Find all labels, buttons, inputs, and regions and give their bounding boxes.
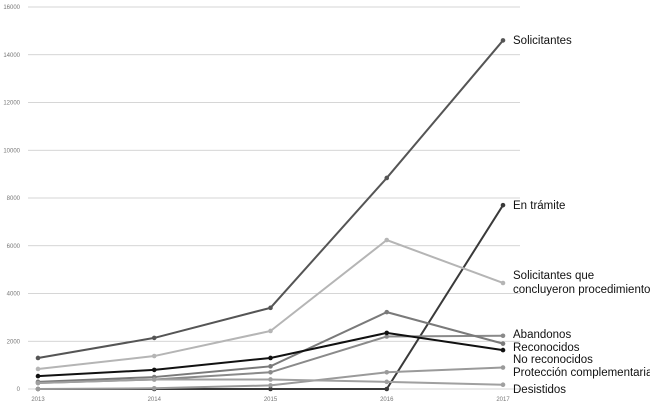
y-tick-label: 10000: [3, 148, 20, 154]
data-point: [268, 386, 273, 392]
y-tick-label: 0: [17, 387, 21, 393]
series-label: En trámite: [513, 200, 565, 212]
x-tick-label: 2014: [148, 397, 162, 403]
data-point: [268, 377, 273, 382]
data-point: [500, 280, 506, 286]
data-point: [151, 385, 157, 391]
data-point: [500, 365, 506, 370]
data-point: [384, 379, 390, 385]
data-point: [268, 355, 273, 361]
series-label: Reconocidos: [513, 342, 580, 354]
data-point: [151, 367, 157, 373]
series-label: No reconocidos: [513, 354, 593, 366]
data-point: [268, 369, 273, 375]
series-label: Abandonos: [513, 329, 571, 341]
series-labels: Solicitantes En trámite Solicitantes que co…: [513, 35, 650, 396]
x-axis-ticks: 2013 2014 2015 2016 2017: [31, 397, 510, 403]
data-point: [500, 38, 506, 43]
series-label: Desistidos: [513, 384, 566, 396]
data-point: [384, 175, 390, 181]
data-point: [268, 383, 273, 388]
y-tick-label: 2000: [7, 339, 21, 345]
data-point: [384, 237, 390, 243]
data-point: [384, 369, 390, 375]
data-point: [500, 202, 506, 208]
y-tick-label: 14000: [3, 53, 20, 59]
data-point: [151, 377, 157, 382]
y-axis-ticks: 0 2000 4000 6000 8000 10000 12000 14000 16000: [3, 5, 20, 393]
series-label: concluyeron procedimiento: [513, 284, 650, 296]
grid: [28, 6, 520, 390]
data-point: [500, 382, 506, 388]
data-point: [35, 386, 41, 392]
data-point: [384, 309, 390, 315]
series-label: Solicitantes que: [513, 270, 594, 282]
series-line: [37, 238, 504, 370]
x-tick-label: 2013: [31, 397, 45, 403]
data-point: [35, 355, 41, 361]
y-tick-label: 16000: [3, 5, 20, 11]
data-point: [384, 386, 390, 392]
series-line: [37, 39, 504, 359]
x-tick-label: 2016: [380, 397, 394, 403]
y-tick-label: 4000: [7, 292, 21, 298]
y-tick-label: 8000: [7, 196, 21, 202]
x-tick-label: 2015: [264, 397, 278, 403]
series-lines: [35, 38, 506, 392]
data-point: [268, 328, 273, 334]
data-point: [500, 341, 506, 346]
data-point: [500, 347, 506, 353]
data-point: [151, 335, 157, 341]
data-point: [384, 334, 390, 339]
series-label: Solicitantes: [513, 35, 572, 47]
y-tick-label: 6000: [7, 244, 21, 250]
data-point: [35, 380, 41, 386]
data-point: [35, 366, 41, 372]
data-point: [384, 330, 390, 336]
series-label: Protección complementaria: [513, 367, 650, 379]
x-tick-label: 2017: [496, 397, 510, 403]
data-point: [268, 305, 273, 311]
data-point: [500, 333, 506, 339]
data-point: [151, 353, 157, 359]
data-point: [35, 373, 41, 379]
y-tick-label: 12000: [3, 101, 20, 107]
data-point: [268, 364, 273, 369]
